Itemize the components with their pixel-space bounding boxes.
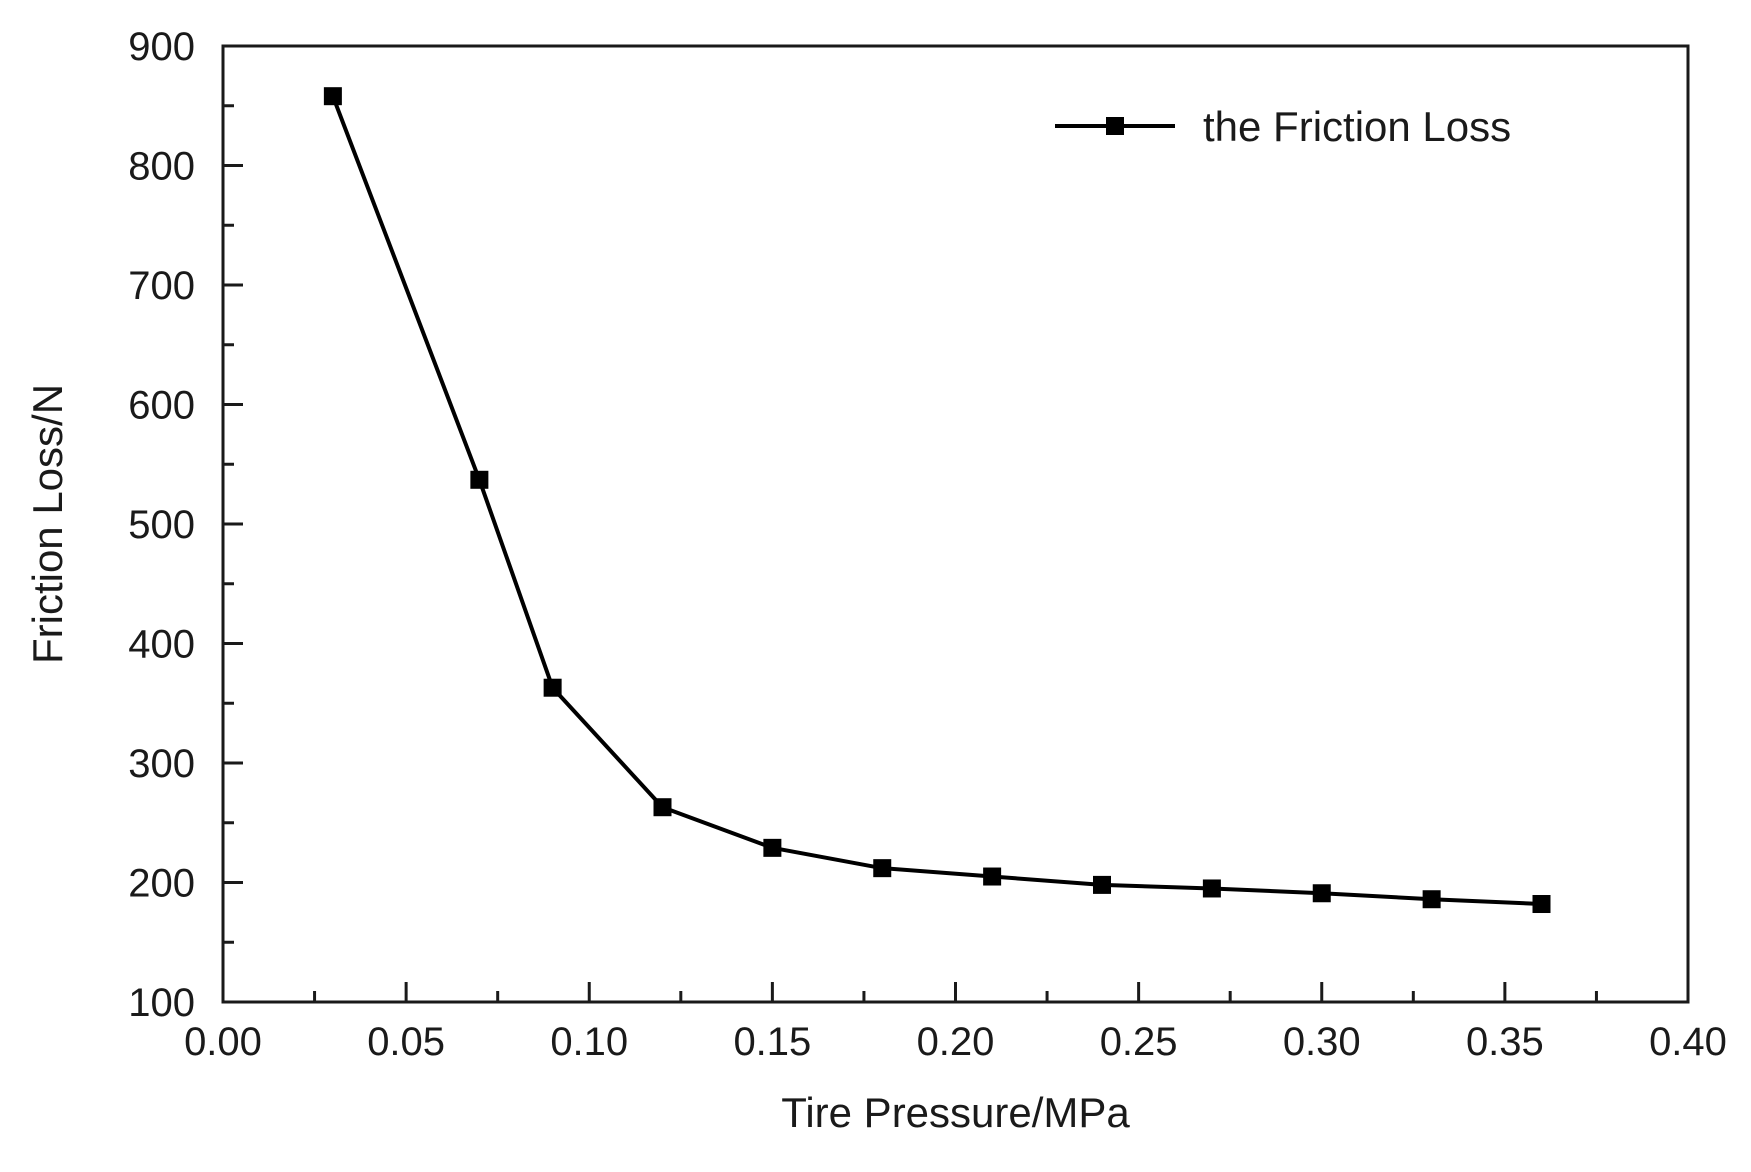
data-point-marker [1093, 875, 1111, 894]
data-point-marker [653, 798, 672, 817]
data-point-marker [763, 838, 782, 857]
data-point-marker [1202, 879, 1221, 898]
y-tick-label: 700 [128, 264, 195, 308]
data-point-marker [873, 859, 892, 878]
x-tick-label: 0.25 [1100, 1020, 1178, 1064]
x-tick-label: 0.30 [1283, 1020, 1361, 1064]
data-point-marker [1532, 895, 1551, 914]
y-tick-label: 200 [128, 862, 195, 906]
x-tick-label: 0.15 [733, 1020, 811, 1064]
axis-tick-labels: 0.00 0.05 0.10 0.15 0.20 0.25 0.30 0.35 0.40 100 2… [128, 25, 1727, 1064]
y-tick-label: 400 [128, 623, 195, 667]
series-layer [323, 87, 1551, 914]
x-tick-label: 0.10 [550, 1020, 628, 1064]
legend: the Friction Loss [1055, 103, 1511, 150]
x-tick-label: 0.05 [367, 1020, 445, 1064]
y-tick-label: 100 [128, 981, 195, 1025]
x-tick-label: 0.40 [1649, 1020, 1727, 1064]
legend-marker-square [1106, 117, 1124, 135]
data-point-marker [543, 678, 562, 697]
y-tick-label: 600 [128, 384, 195, 428]
x-tick-label: 0.00 [184, 1020, 262, 1064]
y-axis-title: Friction Loss/N [24, 384, 71, 664]
y-tick-label: 500 [128, 503, 195, 547]
data-point-marker [983, 867, 1002, 886]
data-point-marker [1312, 884, 1331, 903]
axis-ticks [223, 104, 1598, 1002]
series-line [331, 95, 1542, 907]
data-point-marker [1422, 890, 1441, 909]
x-tick-label: 0.20 [917, 1020, 995, 1064]
legend-label: the Friction Loss [1203, 103, 1511, 150]
x-tick-label: 0.35 [1466, 1020, 1544, 1064]
y-tick-label: 900 [128, 25, 195, 69]
plot-frame [221, 44, 1690, 1004]
y-tick-label: 300 [128, 742, 195, 786]
data-point-marker [470, 470, 489, 489]
data-point-marker [323, 87, 342, 106]
y-tick-label: 800 [128, 145, 195, 189]
x-axis-title: Tire Pressure/MPa [781, 1089, 1130, 1136]
